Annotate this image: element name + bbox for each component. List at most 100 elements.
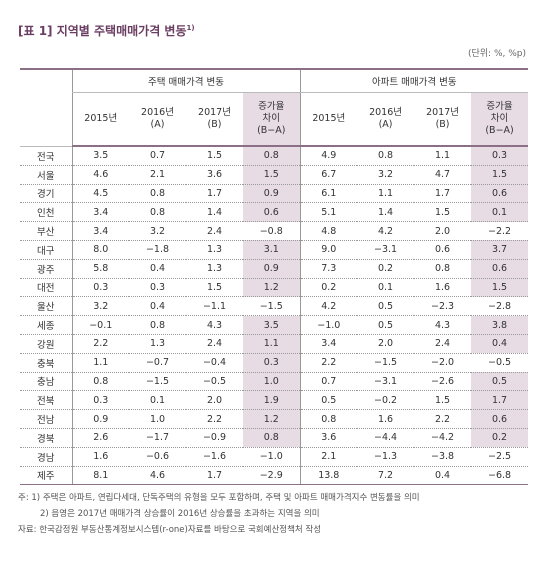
row: 광주 5.8 0.4 1.3 0.9 7.3 0.2 0.8 0.6: [20, 259, 529, 279]
cell: 0.6: [243, 202, 301, 223]
cell: 1.5: [243, 165, 301, 185]
group-header: 아파트 매매가격 변동: [299, 68, 529, 93]
cell: 1.3: [186, 240, 243, 260]
cell: 2.0: [186, 390, 243, 411]
cell: −0.5: [186, 372, 243, 392]
row: 대구 8.0 −1.8 1.3 3.1 9.0 −3.1 0.6 3.7: [20, 240, 529, 260]
cell: 0.8: [129, 184, 186, 204]
cell: 1.6: [357, 409, 415, 429]
cell: 1.2: [243, 409, 301, 429]
cell: 1.4: [186, 202, 243, 223]
cell: −1.1: [186, 296, 243, 317]
cell: 2.2: [186, 409, 243, 429]
cell: 2.4: [186, 221, 243, 241]
cell: 2.1: [299, 447, 358, 467]
cell: 1.1: [357, 184, 415, 204]
cell: −0.6: [129, 447, 186, 467]
note-label: 주:: [18, 493, 29, 503]
cell: 2.2: [71, 334, 129, 354]
region: 경남: [20, 447, 72, 467]
cell: 4.8: [299, 221, 358, 241]
cell: 0.2: [357, 259, 415, 279]
cell: −0.2: [357, 390, 415, 411]
cell: 4.3: [414, 315, 472, 335]
region: 광주: [20, 259, 72, 279]
cell: 0.9: [243, 259, 301, 279]
cell: 2.6: [71, 428, 129, 448]
cell: 4.2: [299, 296, 358, 317]
cell: 3.4: [71, 221, 129, 241]
cell: 3.2: [357, 165, 415, 185]
cell: 4.6: [71, 165, 129, 185]
row: 울산 3.2 0.4 −1.1 −1.5 4.2 0.5 −2.3 −2.8: [20, 296, 529, 317]
row: 경기 4.5 0.8 1.7 0.9 6.1 1.1 1.7 0.6: [20, 184, 529, 204]
region: 경기: [20, 184, 72, 204]
cell: 0.3: [471, 146, 529, 166]
cell: 5.1: [299, 202, 358, 223]
cell: 3.1: [243, 240, 301, 260]
cell: 1.7: [186, 466, 243, 486]
cell: 0.1: [357, 278, 415, 298]
row: 강원 2.2 1.3 2.4 1.1 3.4 2.0 2.4 0.4: [20, 334, 529, 354]
region: 충남: [20, 372, 72, 392]
cell: 0.3: [71, 278, 129, 298]
cell: 3.4: [71, 202, 129, 223]
region: 울산: [20, 296, 72, 317]
cell: 4.3: [186, 315, 243, 335]
column-header-line: 차이: [262, 113, 280, 124]
cell: −4.4: [357, 428, 415, 448]
cell: 0.8: [243, 428, 301, 448]
cell: 0.5: [299, 390, 358, 411]
cell: −1.8: [129, 240, 186, 260]
column-header: 2015년: [299, 92, 358, 147]
cell: 3.4: [299, 334, 358, 354]
row: 제주 8.1 4.6 1.7 −2.9 13.8 7.2 0.4 −6.8: [20, 466, 529, 486]
cell: −2.2: [471, 221, 529, 241]
cell: 4.2: [357, 221, 415, 241]
row: 대전 0.3 0.3 1.5 1.2 0.2 0.1 1.6 1.5: [20, 278, 529, 298]
cell: 4.7: [414, 165, 472, 185]
cell: 0.4: [414, 466, 472, 486]
cell: 1.5: [414, 202, 472, 223]
cell: 1.7: [471, 390, 529, 411]
cell: 9.0: [299, 240, 358, 260]
cell: 2.0: [414, 221, 472, 241]
cell: 0.6: [471, 409, 529, 429]
cell: 0.7: [299, 372, 358, 392]
cell: 1.4: [357, 202, 415, 223]
cell: 4.5: [71, 184, 129, 204]
cell: 0.3: [243, 353, 301, 373]
region: 인천: [20, 202, 72, 223]
region: 부산: [20, 221, 72, 241]
cell: 1.6: [414, 278, 472, 298]
cell: 0.4: [471, 334, 529, 354]
table-body: 전국 3.5 0.7 1.5 0.8 4.9 0.8 1.1 0.3 서울 4.6 2.1 3.6 1.5…: [20, 146, 529, 486]
cell: −0.5: [471, 353, 529, 373]
unit: (단위: %, %p): [467, 49, 526, 59]
cell: −2.9: [243, 466, 301, 486]
row: 전북 0.3 0.1 2.0 1.9 0.5 −0.2 1.5 1.7: [20, 390, 529, 411]
cell: 1.2: [243, 278, 301, 298]
row: 서울 4.6 2.1 3.6 1.5 6.7 3.2 4.7 1.5: [20, 165, 529, 185]
cell: 0.7: [129, 146, 186, 166]
cell: 3.6: [299, 428, 358, 448]
cell: 1.6: [71, 447, 129, 467]
cell: −1.5: [129, 372, 186, 392]
column-header: 2016년 (A): [129, 92, 186, 147]
cell: −1.0: [243, 447, 301, 467]
cell: 7.2: [357, 466, 415, 486]
cell: −0.4: [186, 353, 243, 373]
cell: 3.8: [471, 315, 529, 335]
cell: −2.3: [414, 296, 472, 317]
header-row: 2015년 2016년 (A) 2017년 (B) 증가율 차이 (B−A) 2015년 2016…: [20, 92, 529, 147]
cell: −1.3: [357, 447, 415, 467]
cell: 13.8: [299, 466, 358, 486]
cell: −0.9: [186, 428, 243, 448]
cell: 2.4: [186, 334, 243, 354]
cell: 1.5: [471, 165, 529, 185]
cell: 0.8: [243, 146, 301, 166]
cell: −2.6: [414, 372, 472, 392]
cell: −3.8: [414, 447, 472, 467]
source: 자료: 한국감정원 부동산통계정보시스템(r-one)자료를 바탕으로 국회예산…: [18, 525, 322, 535]
cell: −0.8: [243, 221, 301, 241]
